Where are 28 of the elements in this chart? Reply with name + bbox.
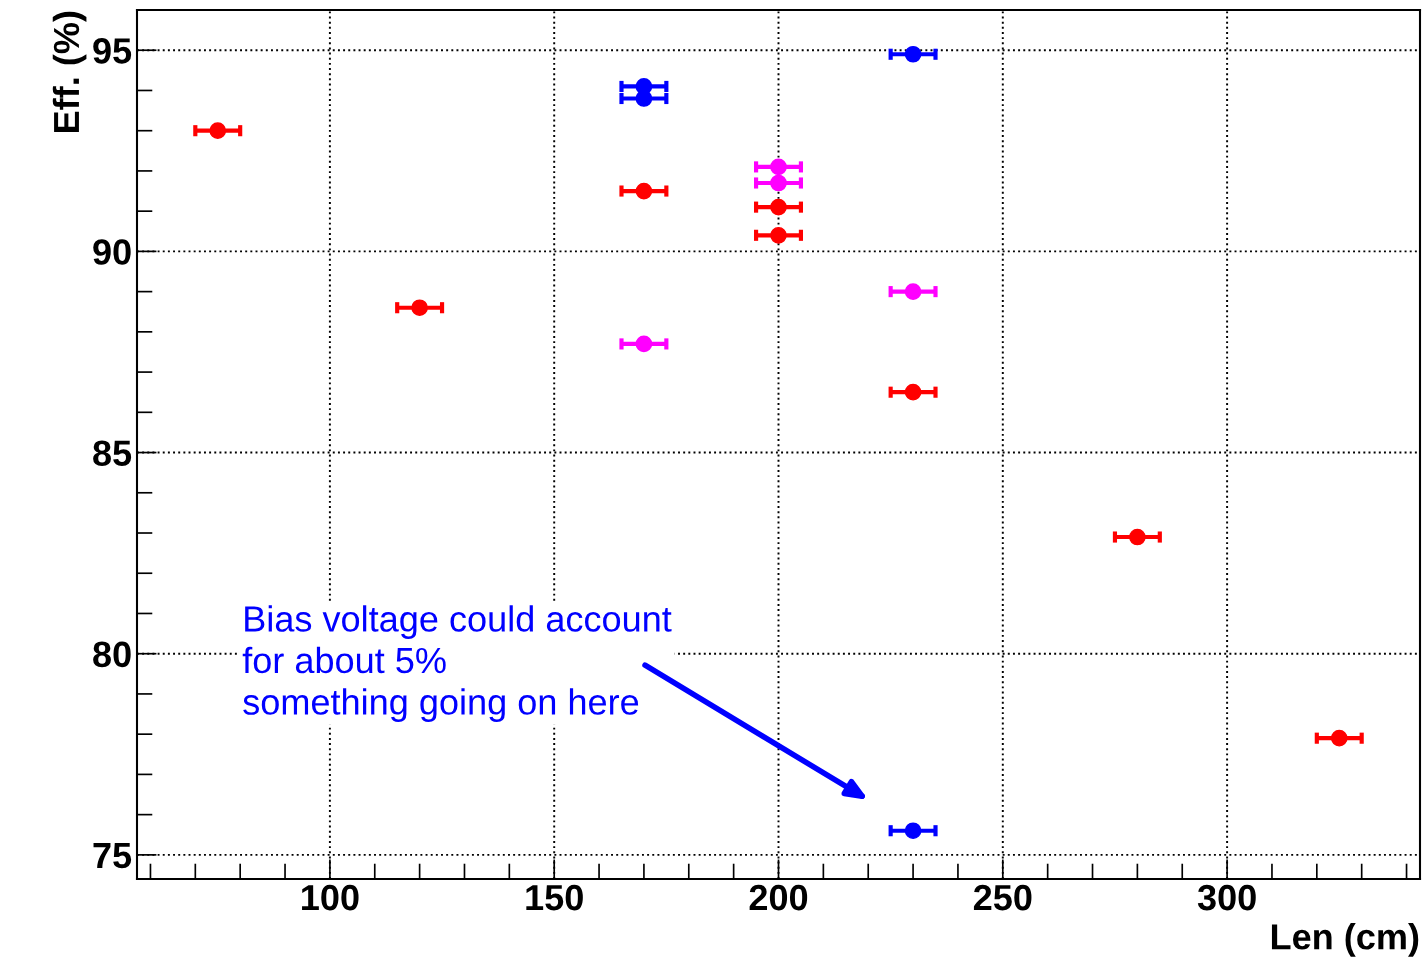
y-tick-label: 80 bbox=[93, 641, 131, 668]
y-tick-label: 75 bbox=[93, 843, 132, 869]
point bbox=[1330, 729, 1348, 747]
y-tick-label: 95 bbox=[93, 38, 132, 64]
y-tick-label: 85 bbox=[93, 440, 132, 466]
point bbox=[1129, 528, 1146, 546]
point bbox=[411, 299, 428, 317]
y-tick-label: 90 bbox=[93, 239, 131, 265]
annotation: Bias voltage could account for about 5% something going on here bbox=[242, 605, 672, 722]
point bbox=[635, 182, 653, 200]
x-axis-title: Len (cm) bbox=[1271, 923, 1419, 957]
point bbox=[904, 283, 922, 300]
x-tick-label: 200 bbox=[749, 884, 808, 911]
x-tick-label: 300 bbox=[1197, 884, 1256, 911]
x-tick-label: 150 bbox=[526, 884, 583, 911]
point bbox=[770, 174, 787, 192]
point bbox=[904, 383, 922, 401]
y-axis-title: Eff. (%) bbox=[52, 11, 87, 132]
point bbox=[770, 198, 787, 216]
point bbox=[209, 122, 227, 140]
point bbox=[904, 822, 922, 840]
point bbox=[770, 158, 787, 176]
x-tick-label: 100 bbox=[302, 884, 359, 911]
point bbox=[770, 226, 787, 244]
point bbox=[635, 90, 653, 107]
point bbox=[635, 335, 653, 353]
x-tick-label: 250 bbox=[973, 884, 1032, 911]
point bbox=[904, 45, 922, 63]
